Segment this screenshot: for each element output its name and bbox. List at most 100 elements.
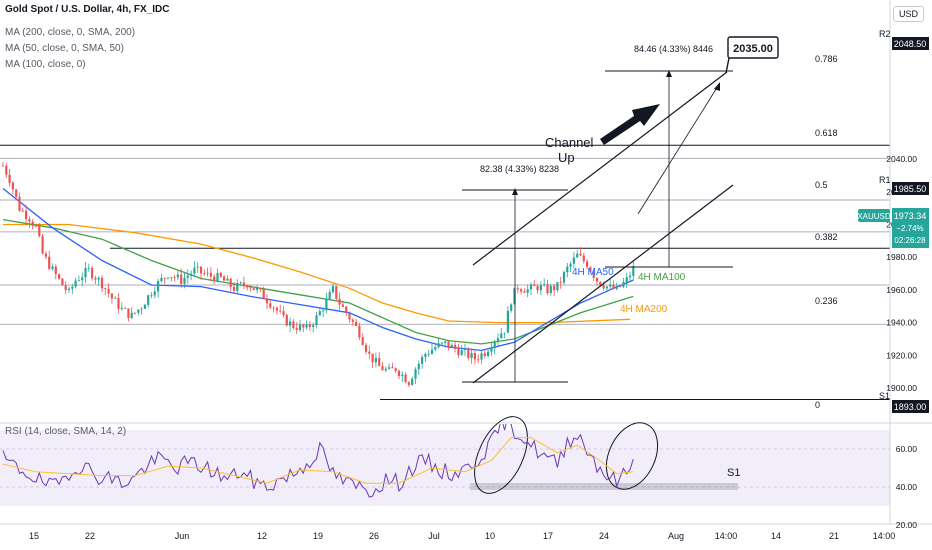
fib-label-0786: 0.786 [815, 54, 838, 64]
price-tick-label: 1980.00 [886, 252, 917, 262]
candle-body [407, 382, 410, 385]
rsi-tick-label: 20.00 [896, 520, 918, 530]
candle-body [269, 303, 272, 308]
price-tick-label: 2040.00 [886, 154, 917, 164]
candle-body [209, 272, 212, 277]
candle-body [107, 288, 110, 294]
last-price-value: 1973.34 [894, 211, 927, 221]
currency-button[interactable]: USD [892, 6, 924, 22]
candle-body [322, 310, 325, 312]
candle-body [364, 344, 368, 352]
candle-body [28, 219, 31, 222]
candle-body [404, 374, 407, 383]
candle-body [460, 350, 463, 356]
candle-body [298, 324, 302, 331]
candle-body [64, 285, 67, 290]
target-label: 2035.00 [733, 43, 773, 55]
candle-body [434, 347, 437, 350]
candle-body [74, 280, 77, 287]
candle-body [8, 174, 11, 183]
candle-body [586, 261, 589, 268]
price-tick-label: 1900.00 [886, 383, 917, 393]
candle-body [582, 255, 585, 262]
candle-body [539, 285, 542, 291]
legend-ma50[interactable]: MA (50, close, 0, SMA, 50) [5, 43, 124, 54]
candle-body [315, 315, 318, 326]
channel-label-1: Channel [545, 135, 594, 150]
candle-body [25, 210, 28, 220]
candle-body [562, 272, 566, 283]
candle-body [279, 310, 282, 312]
symbol-badge [858, 209, 890, 222]
candle-body [384, 368, 387, 371]
legend-rsi[interactable]: RSI (14, close, SMA, 14, 2) [5, 426, 127, 437]
candle-body [170, 277, 173, 278]
candle-body [341, 304, 344, 307]
candle-body [176, 274, 179, 278]
candle-body [246, 285, 249, 288]
candle-body [232, 286, 236, 291]
r1-price-value: 1985.50 [894, 184, 927, 194]
candle-body [308, 324, 311, 327]
measure2-arrowhead [666, 70, 672, 77]
candle-body [605, 286, 608, 289]
legend-ma200[interactable]: MA (200, close, 0, SMA, 200) [5, 27, 136, 38]
candle-body [133, 312, 137, 314]
candle-body [61, 278, 64, 286]
r1-label: R1 [879, 175, 891, 185]
time-tick-label: Aug [668, 531, 684, 541]
candle-body [549, 285, 552, 294]
time-tick-label: 14 [771, 531, 781, 541]
candle-body [137, 309, 140, 313]
candle-body [358, 325, 361, 338]
candle-body [556, 282, 559, 291]
candle-body [157, 281, 160, 292]
candle-body [599, 281, 602, 286]
fib-label-0236: 0.236 [815, 296, 838, 306]
candle-body [5, 165, 8, 175]
candle-body [533, 284, 536, 287]
candle-body [500, 333, 503, 339]
candle-body [31, 221, 34, 226]
r1-price-badge [892, 182, 929, 195]
candle-body [104, 288, 107, 289]
time-tick-label: 24 [599, 531, 609, 541]
candle-body [490, 348, 493, 352]
candle-body [285, 314, 288, 326]
candle-body [467, 349, 470, 358]
candle-body [259, 288, 262, 290]
candle-body [302, 324, 305, 328]
time-tick-label: 15 [29, 531, 39, 541]
candle-body [127, 308, 130, 318]
candle-body [454, 344, 457, 349]
candle-body [632, 266, 635, 276]
ma200-line [3, 223, 631, 324]
candle-body [444, 341, 447, 343]
candle-body [262, 289, 265, 300]
candle-body [1, 165, 5, 167]
candle-body [546, 284, 549, 294]
candle-body [595, 277, 599, 282]
candle-body [543, 284, 546, 286]
time-tick-label: 12 [257, 531, 267, 541]
candle-body [15, 189, 18, 197]
measure-label-1: 82.38 (4.33%) 8238 [480, 164, 559, 174]
symbol-title[interactable]: Gold Spot / U.S. Dollar, 4h, FX_IDC [5, 4, 170, 15]
candle-body [368, 351, 371, 354]
candle-body [576, 253, 579, 258]
candle-body [345, 306, 348, 314]
rsi-line [2, 424, 634, 498]
candle-body [305, 324, 308, 328]
ma100-line [2, 218, 634, 345]
candle-body [58, 274, 61, 279]
time-tick-label: Jun [175, 531, 190, 541]
last-price-badge [892, 208, 929, 248]
candle-body [473, 352, 476, 360]
candle-body [84, 268, 87, 278]
legend-ma100[interactable]: MA (100, close, 0) [5, 59, 86, 70]
candle-body [493, 341, 496, 349]
candle-body [338, 298, 341, 305]
fib-label-0: 0 [815, 400, 820, 410]
candle-body [81, 277, 84, 281]
fib-label-0382: 0.382 [815, 232, 838, 242]
